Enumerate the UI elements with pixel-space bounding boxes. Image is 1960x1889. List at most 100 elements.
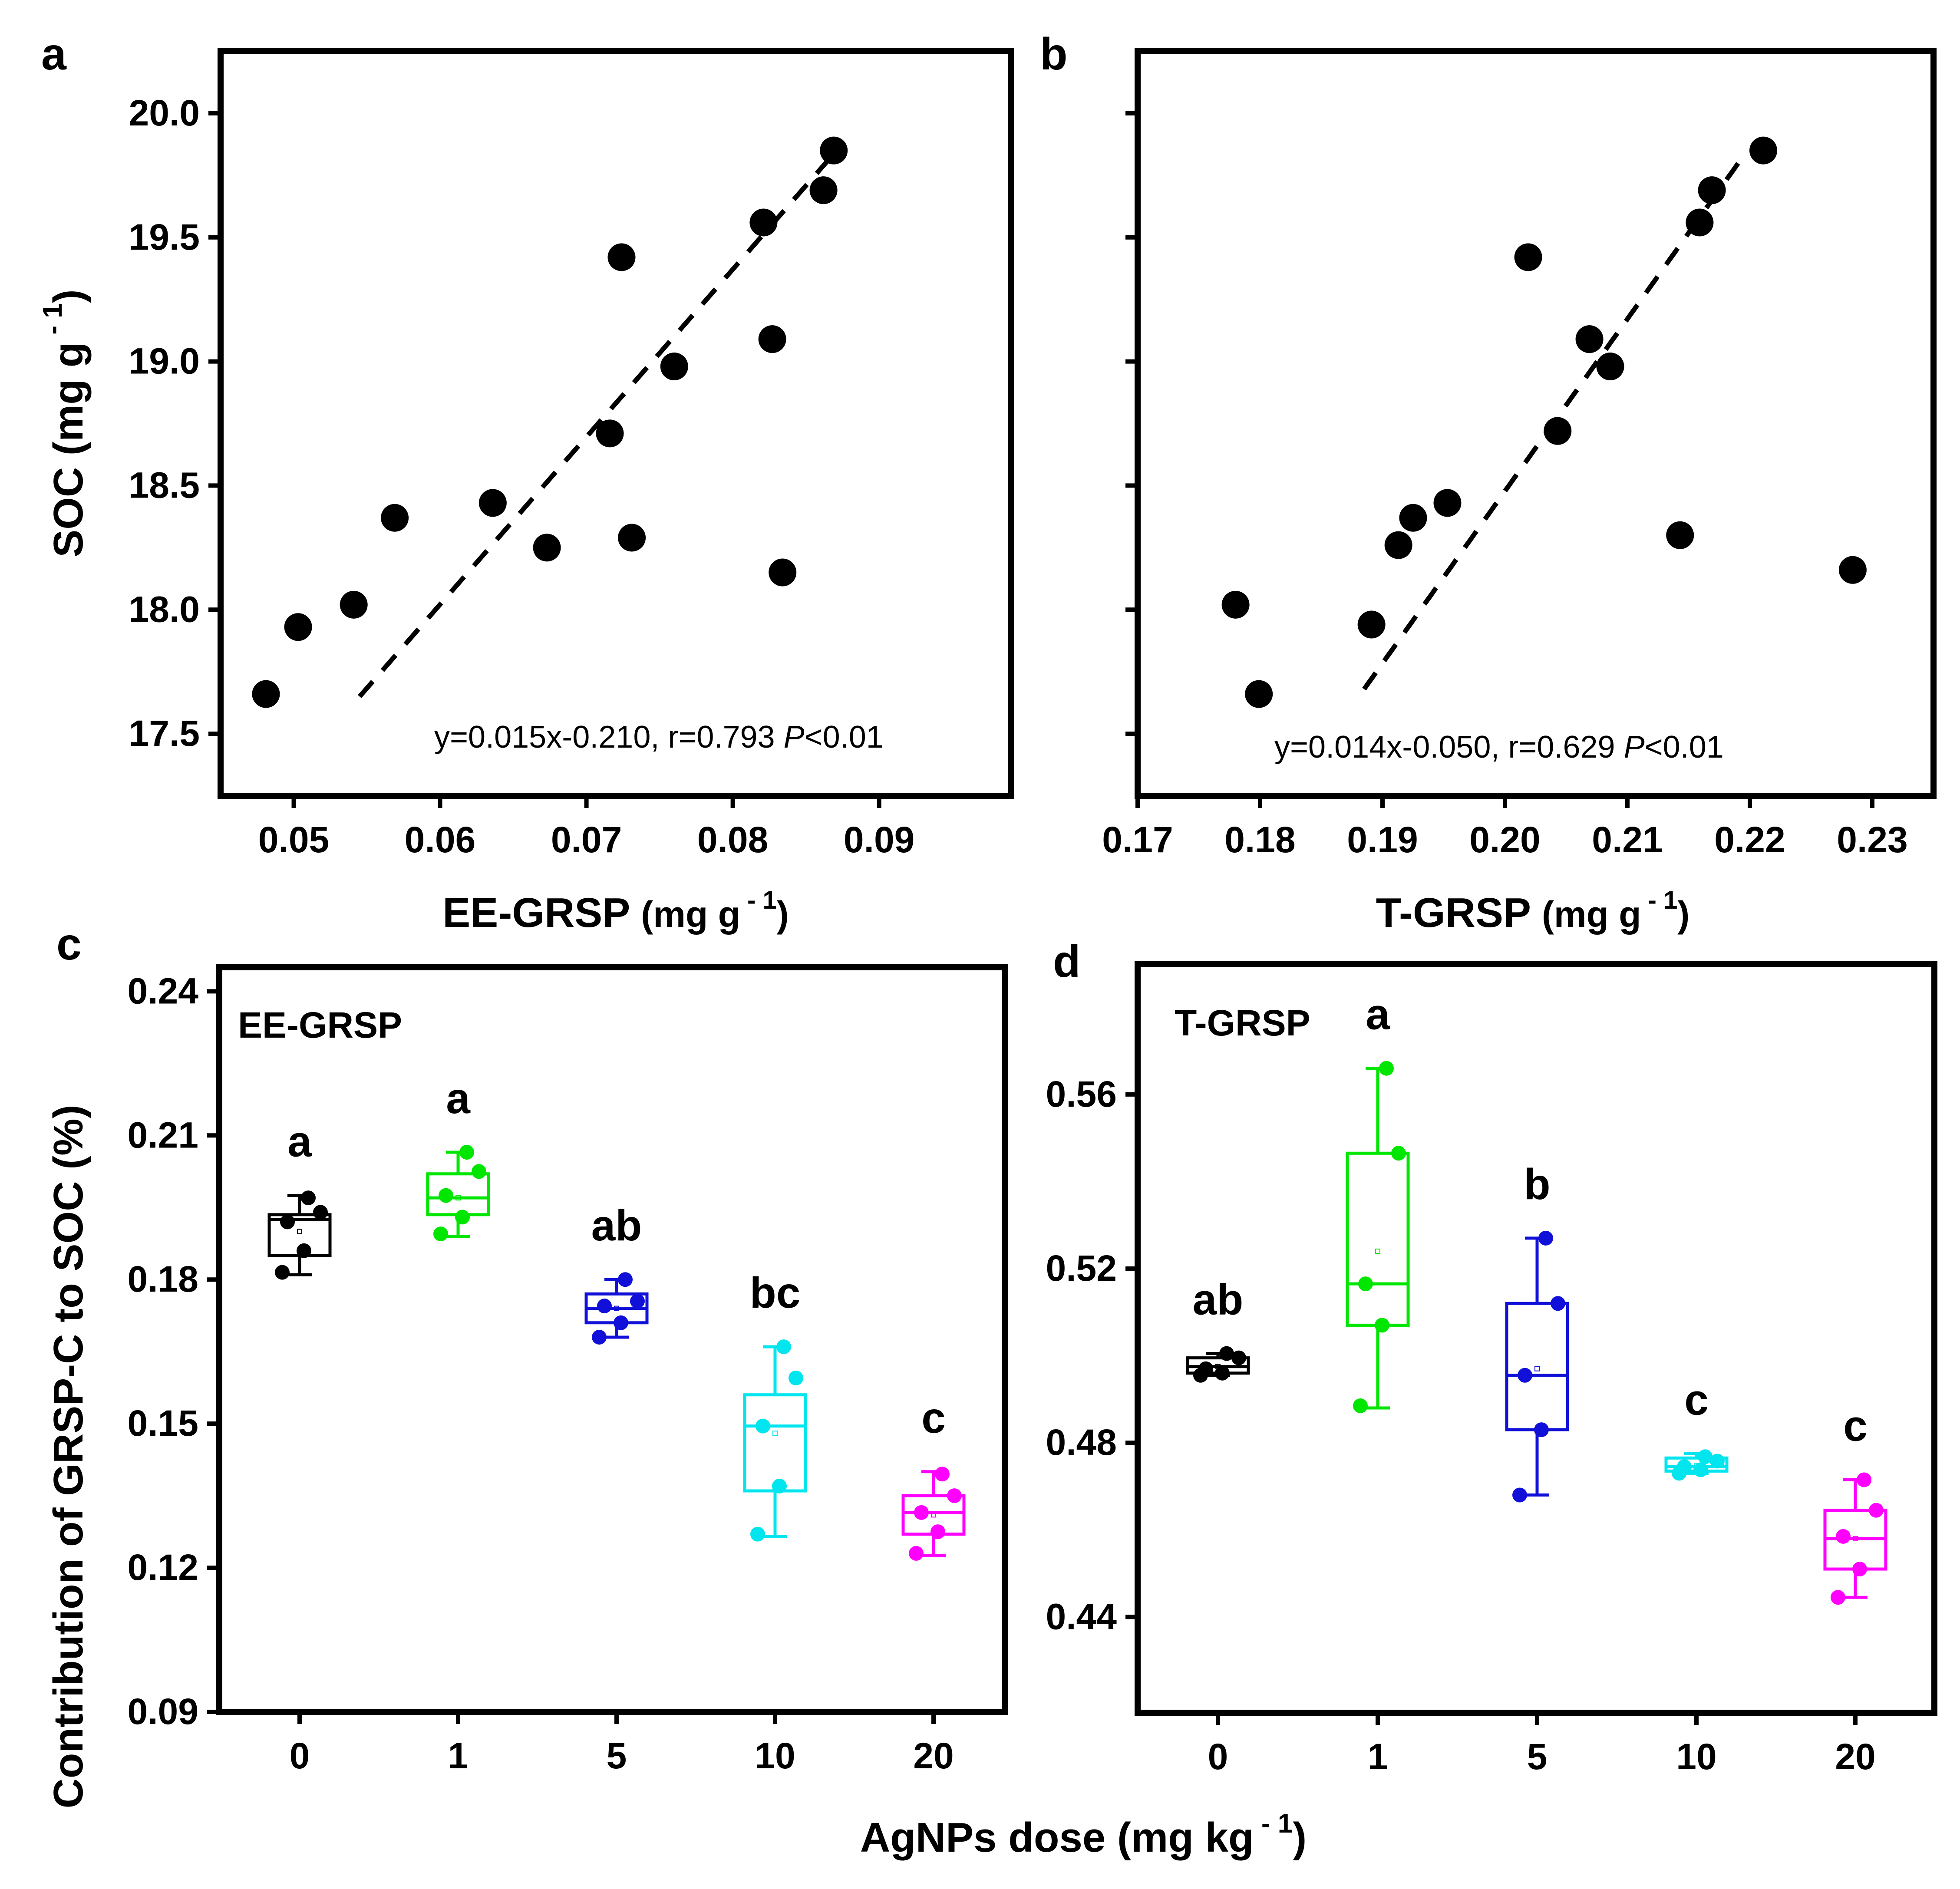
panel-b-point [1575,325,1604,353]
panel-d-ytick-label: 0.44 [1046,1596,1117,1637]
panel-a-ylabel-sup: - 1 [38,303,68,342]
panel-b-equation: y=0.014x-0.050, r=0.629 P<0.01 [1274,730,1724,765]
panel-c-point [756,1418,770,1434]
panel-a-point [596,419,624,448]
panel-a-xlabel-name: EE-GRSP [442,890,629,936]
panel-b-point [1838,556,1867,584]
panel-c-point [909,1546,924,1561]
panel-c-point [597,1299,612,1314]
panel-a-ytick-label: 18.5 [129,465,200,505]
panel-d-box-1: a [1346,990,1410,1413]
panel-a-xtick-label: 0.08 [697,819,769,860]
panel-a-xlabel-sup: - 1 [740,886,777,914]
panel-b-xtick-label: 0.20 [1469,819,1541,860]
panel-c-point [618,1272,633,1287]
panel-b-xtick-label: 0.21 [1592,819,1663,860]
panel-d-inset-label: T-GRSP [1175,1002,1310,1043]
panel-b-xlabel: T-GRSP (mg g - 1) [1376,886,1690,936]
panel-a-xlabel: EE-GRSP (mg g - 1) [442,886,789,936]
panel-b-point [1384,531,1412,559]
panel-a-point [758,325,786,353]
panel-d-xtick-label: 0 [1208,1736,1228,1777]
panel-a-xtick-label: 0.06 [405,819,476,860]
panel-d-point [1693,1462,1708,1477]
panel-d-point [1512,1487,1527,1503]
panel-d-ytick-label: 0.48 [1046,1422,1117,1463]
panel-a-ylabel: SOC (mg g - 1) [38,289,92,557]
panel-c-point [931,1524,945,1540]
panel-c-point [935,1467,950,1482]
panel-c-point [630,1293,645,1309]
panel-d-point [1231,1350,1246,1365]
panel-c-point [280,1214,295,1230]
panel-d-xlabel-close: ) [1293,1814,1307,1861]
panel-d-box-20: c [1823,1401,1887,1605]
panel-c-sig-letter: c [921,1394,946,1442]
panel-c-point [789,1371,803,1386]
panel-b-xtick-label: 0.18 [1224,819,1296,860]
panel-c-point [439,1188,453,1203]
panel-b-xlabel-name: T-GRSP [1376,890,1531,936]
panel-letter-d: d [1053,936,1081,987]
panel-d-mean-marker [1853,1536,1858,1541]
panel-d-point [1534,1422,1549,1437]
panel-a-frame [218,48,1014,799]
panel-d-point [1379,1061,1394,1076]
panel-b-point [1698,176,1726,204]
panel-a-ylabel-close: ) [45,289,92,303]
panel-d-point [1857,1472,1871,1487]
panel-d-point [1193,1368,1208,1383]
panel-b-xlabel-close: ) [1677,894,1689,935]
panel-d-box-5: b [1505,1160,1569,1503]
panel-d-point [1353,1398,1368,1413]
panel-d-box-10: c [1664,1375,1729,1481]
panel-c-mean-marker [931,1512,936,1518]
panel-a-point [381,504,409,532]
panel-a-point [769,558,797,587]
panel-letter-c: c [56,919,82,969]
panel-a-p-value: <0.01 [805,720,884,755]
panel-c-ytick-label: 0.15 [128,1403,199,1444]
panel-c-ytick-label: 0.09 [128,1691,199,1732]
panel-d-point [1551,1296,1565,1311]
panel-a-fit-line [358,154,834,698]
panel-c-point [472,1164,486,1179]
panel-c-xtick-label: 1 [448,1735,469,1776]
panel-d-xtick-label: 10 [1676,1736,1716,1777]
panel-a-xtick-label: 0.09 [844,819,915,860]
panel-d-xlabel-main: AgNPs dose (mg kg [860,1814,1254,1861]
panel-c-xtick-label: 10 [755,1735,795,1776]
panel-d-point [1518,1368,1532,1383]
panel-a-equation-main: y=0.015x-0.210, r=0.793 [434,720,784,755]
panel-c-box-1: a [426,1074,490,1242]
panel-c-mean-marker [614,1305,619,1311]
panel-c-xtick-label: 5 [607,1735,627,1776]
panel-d-sig-letter: a [1366,990,1390,1039]
panel-c-xtick-label: 0 [290,1735,310,1776]
panel-d-xtick-label: 20 [1835,1736,1875,1777]
panel-b: 0.17 0.18 0.19 0.20 0.21 0.22 0.23 [1102,111,1908,860]
panel-b-xtick-label: 0.22 [1714,819,1785,860]
panel-c-point [750,1526,765,1542]
panel-d-point [1869,1503,1884,1518]
panel-c-ylabel: Contribution of GRSP-C to SOC (%) [45,1104,92,1808]
panel-b-xlabel-sup: - 1 [1641,886,1678,914]
panel-c-ytick-label: 0.12 [128,1547,199,1588]
panel-c-frame [216,964,1008,1715]
panel-a-ytick-label: 17.5 [129,713,200,754]
panel-b-xlabel-unit: (mg g [1542,894,1641,935]
panel-c-point [455,1210,470,1225]
panel-d-point [1710,1454,1725,1469]
panel-b-p-label: P [1624,730,1645,765]
panel-d-mean-marker [1375,1248,1380,1254]
panel-d-point [1831,1590,1845,1605]
panel-d-xlabel: AgNPs dose (mg kg - 1) [860,1809,1307,1861]
panel-c-box-rect [426,1172,490,1216]
panel-a-point [618,524,646,552]
panel-c-box-rect [743,1393,807,1493]
panel-d-point [1698,1449,1713,1464]
panel-a-point [533,534,561,562]
panel-c-point [297,1243,311,1258]
panel-b-xtick-label: 0.17 [1102,819,1173,860]
panel-d-ytick-label: 0.56 [1046,1074,1117,1114]
